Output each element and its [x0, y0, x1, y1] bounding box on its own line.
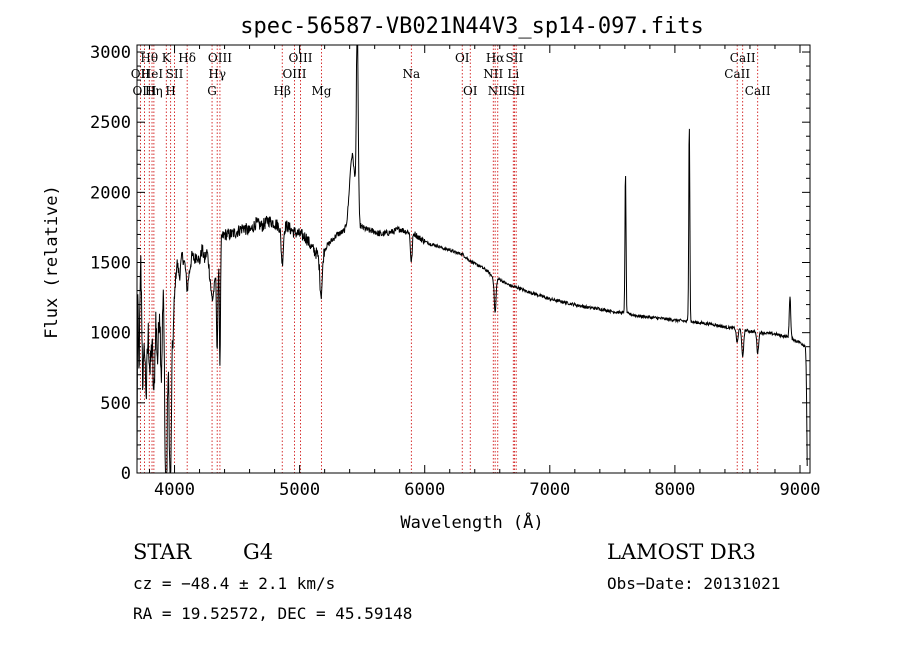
line-label: OI	[455, 51, 470, 65]
y-tick-label: 1500	[90, 254, 131, 274]
line-label: Hθ	[140, 51, 158, 65]
y-axis-label: Flux (relative)	[42, 185, 62, 339]
x-tick-label: 5000	[279, 480, 320, 500]
line-label: K	[162, 51, 172, 65]
line-label: SII	[166, 67, 184, 81]
line-label: SII	[507, 84, 525, 98]
line-label: Hη	[145, 84, 163, 98]
line-label: Hβ	[274, 84, 291, 98]
line-label: SII	[506, 51, 524, 65]
survey-name: LAMOST DR3	[607, 540, 756, 564]
line-label: Hγ	[208, 67, 226, 81]
object-subclass: G4	[243, 540, 273, 564]
coordinates: RA = 19.52572, DEC = 45.59148	[133, 604, 412, 623]
line-label: CaII	[745, 84, 771, 98]
y-axis-ticks: 0 500 1000 1500 2000 2500 3000	[90, 43, 810, 484]
x-axis-label: Wavelength (Å)	[400, 511, 543, 533]
x-tick-label: 9000	[780, 480, 821, 500]
x-tick-label: 6000	[404, 480, 445, 500]
line-label: OIII	[288, 51, 312, 65]
line-label: NII	[488, 84, 508, 98]
line-label: NII	[483, 67, 503, 81]
line-label: OI	[463, 84, 478, 98]
line-label: Na	[403, 67, 421, 81]
plot-frame	[136, 44, 811, 474]
x-axis-ticks: 4000 5000 6000 7000 8000 9000	[149, 45, 821, 500]
x-tick-label: 8000	[654, 480, 695, 500]
y-tick-label: 3000	[90, 43, 131, 63]
line-label: H	[165, 84, 175, 98]
line-label: G	[207, 84, 217, 98]
x-tick-label: 7000	[529, 480, 570, 500]
x-tick-label: 4000	[154, 480, 195, 500]
line-label: OIII	[208, 51, 232, 65]
redshift-velocity: cz = −48.4 ± 2.1 km/s	[133, 574, 335, 593]
line-label: OIII	[282, 67, 306, 81]
line-label: Hα	[486, 51, 505, 65]
line-label: Li	[507, 67, 519, 81]
chart-title: spec-56587-VB021N44V3_sp14-097.fits	[240, 14, 704, 39]
line-label: CaII	[730, 51, 756, 65]
line-label: HeI	[141, 67, 164, 81]
spectrum-series-line	[136, 44, 808, 474]
line-label: CaII	[724, 67, 750, 81]
observation-date: Obs−Date: 20131021	[607, 574, 780, 593]
line-label: OII	[131, 67, 151, 81]
y-tick-label: 2500	[90, 113, 131, 133]
emission-line-markers	[139, 45, 759, 473]
y-tick-label: 0	[121, 464, 131, 484]
y-tick-label: 1000	[90, 324, 131, 344]
line-label: Mg	[312, 84, 332, 98]
y-tick-label: 500	[100, 394, 131, 414]
object-class: STAR	[133, 540, 192, 564]
line-label: Hδ	[178, 51, 196, 65]
y-tick-label: 2000	[90, 183, 131, 203]
